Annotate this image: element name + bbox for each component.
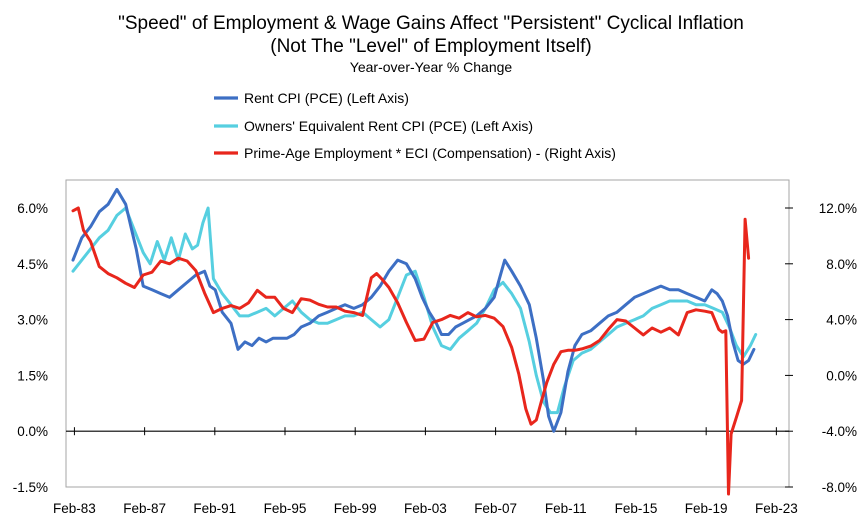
legend-label-employment-eci: Prime-Age Employment * ECI (Compensation…	[244, 145, 616, 161]
x-tick-label: Feb-19	[685, 501, 728, 516]
chart-subtitle: Year-over-Year % Change	[350, 59, 513, 75]
chart-title-line2: (Not The "Level" of Employment Itself)	[270, 36, 592, 57]
x-tick-label: Feb-91	[193, 501, 236, 516]
chart-title: "Speed" of Employment & Wage Gains Affec…	[118, 13, 744, 34]
y-right-tick-label: 0.0%	[826, 368, 857, 383]
x-tick-label: Feb-99	[334, 501, 377, 516]
plot-area	[65, 179, 790, 488]
y-right-tick-label: 4.0%	[826, 313, 857, 328]
y-right-tick-label: -4.0%	[822, 424, 857, 439]
y-left-tick-label: 0.0%	[17, 424, 48, 439]
x-tick-label: Feb-15	[615, 501, 658, 516]
x-tick-label: Feb-03	[404, 501, 447, 516]
x-tick-label: Feb-23	[755, 501, 798, 516]
employment-eci-line	[71, 206, 751, 496]
y-left-tick-label: -1.5%	[13, 480, 48, 495]
plot-border	[65, 179, 790, 488]
y-right-tick-label: -8.0%	[822, 480, 857, 495]
y-left-tick-label: 3.0%	[17, 313, 48, 328]
y-right-tick-label: 8.0%	[826, 257, 857, 272]
series-layer	[71, 187, 758, 496]
y-left-tick-label: 6.0%	[17, 201, 48, 216]
legend-label-rent-cpi: Rent CPI (PCE) (Left Axis)	[244, 90, 409, 106]
y-right-tick-label: 12.0%	[819, 201, 857, 216]
x-tick-label: Feb-11	[545, 501, 587, 516]
x-tick-label: Feb-07	[474, 501, 517, 516]
legend-label-oer-cpi: Owners' Equivalent Rent CPI (PCE) (Left …	[244, 118, 533, 134]
y-left-tick-label: 1.5%	[17, 368, 48, 383]
rent-cpi-line	[71, 187, 756, 433]
legend: Rent CPI (PCE) (Left Axis) Owners' Equiv…	[214, 90, 616, 161]
y-left-tick-label: 4.5%	[17, 257, 48, 272]
x-tick-label: Feb-87	[123, 501, 166, 516]
x-tick-label: Feb-95	[264, 501, 307, 516]
x-tick-label: Feb-83	[53, 501, 96, 516]
axes: Feb-83 Feb-87 Feb-91 Feb-95 Feb-99 Feb-03 Feb-…	[13, 201, 857, 516]
oer-cpi-line	[71, 206, 758, 415]
